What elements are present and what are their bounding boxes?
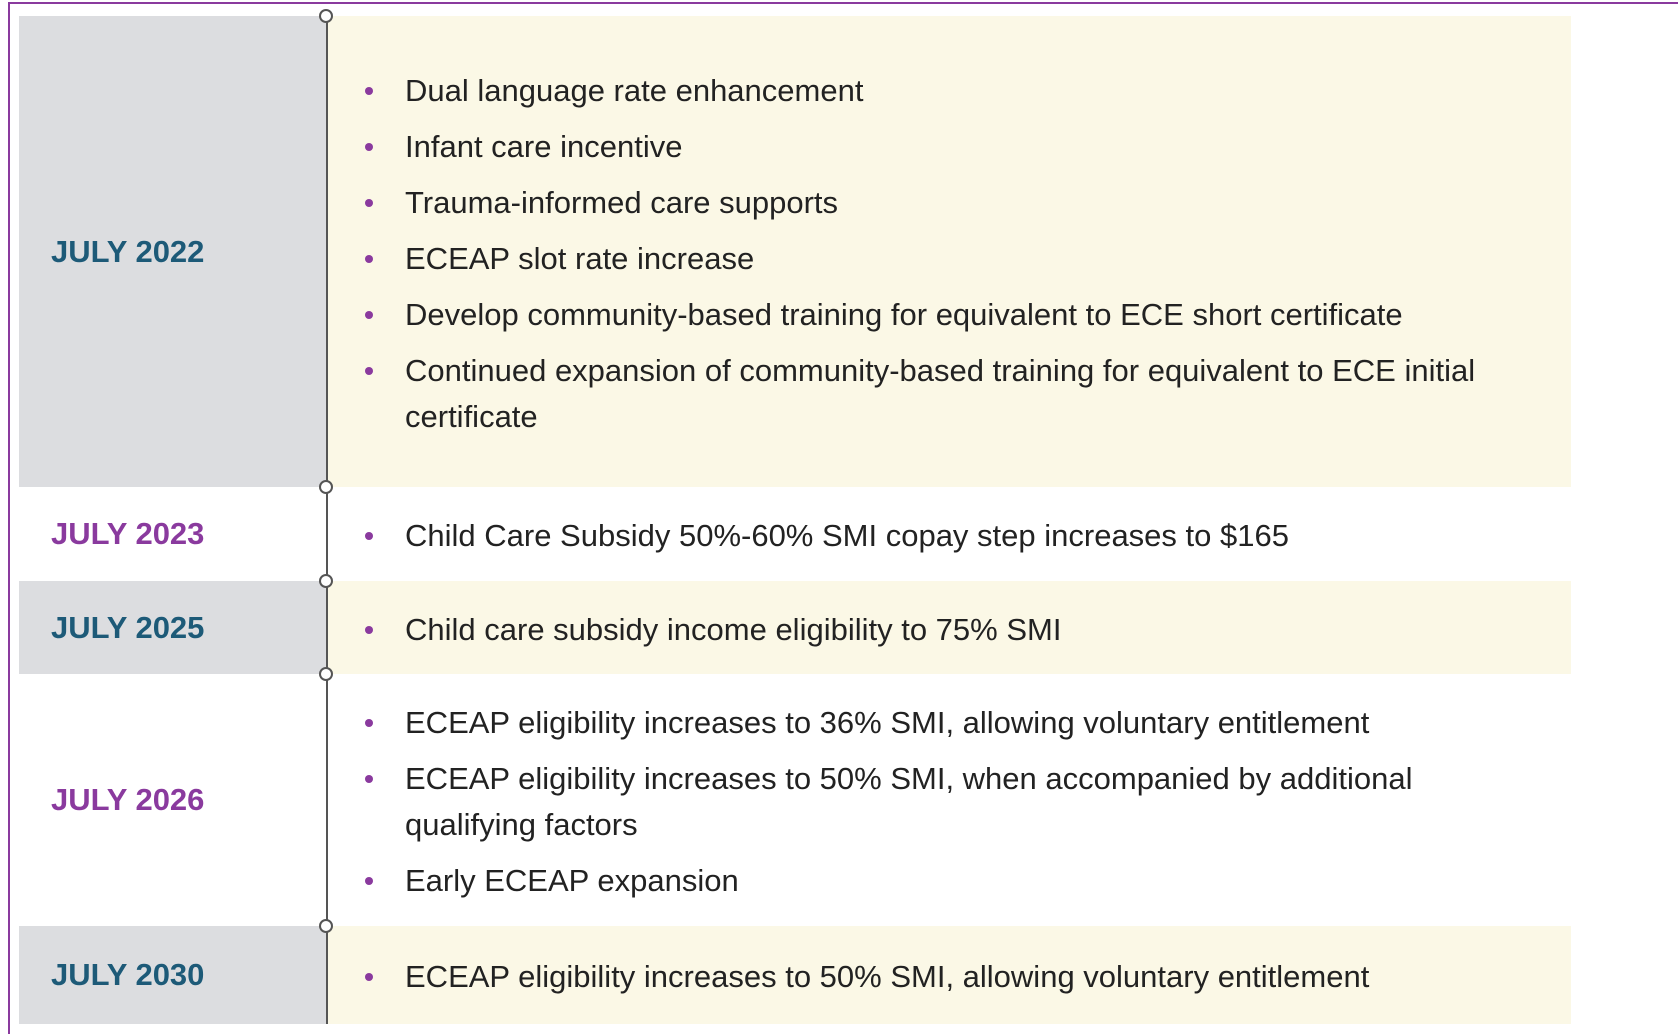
timeline-row: JULY 2025 Child care subsidy income eligi…	[19, 574, 1571, 674]
timeline-node	[319, 919, 333, 933]
list-item: Continued expansion of community-based t…	[328, 348, 1545, 440]
list-item: ECEAP slot rate increase	[328, 236, 1545, 282]
list-item: Child care subsidy income eligibility to…	[328, 607, 1545, 653]
list-item: Dual language rate enhancement	[328, 68, 1545, 114]
list-item: Infant care incentive	[328, 124, 1545, 170]
list-item: Trauma-informed care supports	[328, 180, 1545, 226]
item-list: Child Care Subsidy 50%-60% SMI copay ste…	[326, 487, 1571, 581]
date-label: JULY 2025	[19, 581, 326, 674]
timeline-node	[319, 480, 333, 494]
timeline-row: JULY 2030 ECEAP eligibility increases to …	[19, 919, 1571, 1024]
date-label: JULY 2026	[51, 782, 205, 817]
timeline: JULY 2022 Dual language rate enhancement I…	[19, 9, 1571, 1024]
timeline-row: JULY 2023 Child Care Subsidy 50%-60% SMI …	[19, 480, 1571, 581]
item-list: Child care subsidy income eligibility to…	[326, 581, 1571, 674]
list-item: ECEAP eligibility increases to 50% SMI, …	[328, 756, 1545, 848]
item-list: ECEAP eligibility increases to 50% SMI, …	[326, 926, 1571, 1024]
list-item: Early ECEAP expansion	[328, 858, 1545, 904]
date-label: JULY 2023	[51, 516, 205, 551]
frame	[8, 2, 1678, 1034]
timeline-row: JULY 2022 Dual language rate enhancement I…	[19, 9, 1571, 487]
timeline-node	[319, 9, 333, 23]
timeline-node	[319, 667, 333, 681]
date-label: JULY 2030	[19, 926, 326, 1024]
timeline-node	[319, 574, 333, 588]
date-label: JULY 2022	[19, 16, 326, 487]
list-item: ECEAP eligibility increases to 50% SMI, …	[328, 954, 1545, 1000]
item-list: Dual language rate enhancement Infant car…	[326, 16, 1571, 487]
list-item: Develop community-based training for equ…	[328, 292, 1545, 338]
item-list: ECEAP eligibility increases to 36% SMI, …	[326, 674, 1571, 926]
list-item: Child Care Subsidy 50%-60% SMI copay ste…	[328, 513, 1545, 559]
list-item: ECEAP eligibility increases to 36% SMI, …	[328, 700, 1545, 746]
timeline-row: JULY 2026 ECEAP eligibility increases to …	[19, 667, 1571, 926]
